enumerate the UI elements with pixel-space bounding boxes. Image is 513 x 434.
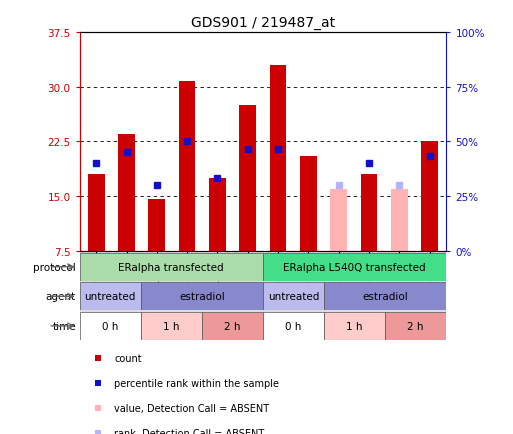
Bar — [263, 312, 324, 340]
Bar — [118, 135, 135, 252]
Text: 0 h: 0 h — [102, 321, 119, 331]
Text: 1 h: 1 h — [163, 321, 180, 331]
Text: 2 h: 2 h — [407, 321, 424, 331]
Bar — [421, 142, 438, 252]
Text: estradiol: estradiol — [362, 292, 408, 302]
Bar — [270, 66, 286, 252]
Bar — [80, 283, 141, 311]
Text: rank, Detection Call = ABSENT: rank, Detection Call = ABSENT — [114, 428, 265, 434]
Bar — [141, 283, 263, 311]
Text: value, Detection Call = ABSENT: value, Detection Call = ABSENT — [114, 403, 269, 413]
Text: protocol: protocol — [33, 262, 76, 272]
Bar — [263, 253, 446, 281]
Bar — [300, 157, 317, 252]
Bar — [80, 253, 263, 281]
Bar — [209, 179, 226, 252]
Bar — [148, 199, 165, 252]
Bar — [385, 312, 446, 340]
Text: estradiol: estradiol — [179, 292, 225, 302]
Bar — [141, 312, 202, 340]
Text: untreated: untreated — [85, 292, 136, 302]
Bar — [361, 175, 378, 252]
Bar — [263, 283, 324, 311]
Text: percentile rank within the sample: percentile rank within the sample — [114, 378, 280, 388]
Bar — [391, 190, 408, 252]
Text: ERalpha transfected: ERalpha transfected — [119, 262, 224, 272]
Bar — [88, 175, 105, 252]
Text: untreated: untreated — [268, 292, 319, 302]
Text: ERalpha L540Q transfected: ERalpha L540Q transfected — [283, 262, 426, 272]
Bar — [240, 105, 256, 252]
Text: 1 h: 1 h — [346, 321, 363, 331]
Bar — [202, 312, 263, 340]
Bar — [324, 312, 385, 340]
Bar — [80, 312, 141, 340]
Text: agent: agent — [46, 292, 76, 302]
Bar — [330, 190, 347, 252]
Text: 0 h: 0 h — [285, 321, 302, 331]
Text: count: count — [114, 353, 142, 363]
Text: time: time — [52, 321, 76, 331]
Text: 2 h: 2 h — [224, 321, 241, 331]
Title: GDS901 / 219487_at: GDS901 / 219487_at — [191, 16, 335, 30]
Bar — [179, 82, 195, 252]
Bar — [324, 283, 446, 311]
